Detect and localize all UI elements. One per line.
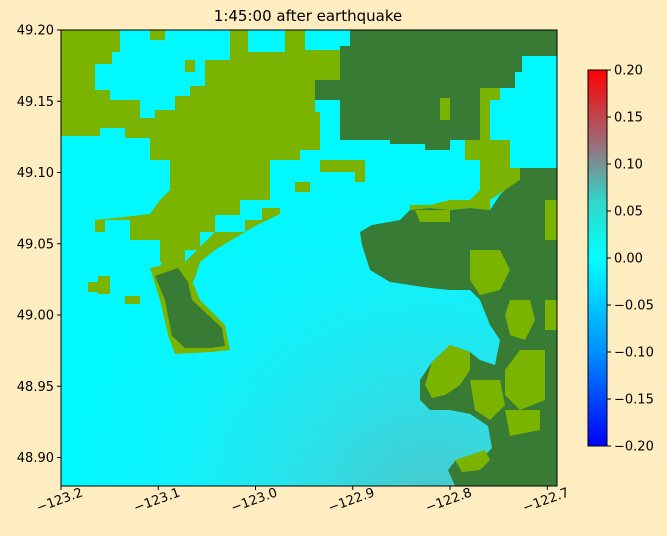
colorbar-tick-label: 0.20 [614, 64, 643, 79]
plot-frame [60, 29, 558, 487]
y-tick-label: 49.05 [17, 237, 54, 252]
y-axis: 48.90 48.95 49.00 49.05 49.10 49.15 49.20 [17, 24, 61, 466]
y-tick-label: 49.10 [17, 166, 54, 181]
heatmap-panel [61, 30, 557, 486]
colorbar: −0.20 −0.15 −0.10 −0.05 0.00 0.05 0.10 0.15 0.20 [587, 64, 654, 455]
colorbar-ticks: −0.20 −0.15 −0.10 −0.05 0.00 0.05 0.10 0.15 0.20 [607, 64, 654, 455]
y-tick-label: 48.90 [17, 451, 54, 466]
colorbar-gradient [588, 70, 607, 446]
x-tick-label: −123.2 [35, 485, 85, 516]
colorbar-tick-label: 0.05 [614, 205, 643, 220]
x-tick-label: −123.1 [132, 485, 182, 516]
y-tick-label: 49.20 [17, 24, 54, 39]
dry-land-east-fringe [410, 88, 557, 472]
colorbar-tick-label: −0.15 [614, 393, 654, 408]
y-tick-label: 49.00 [17, 309, 54, 324]
colorbar-tick-label: −0.20 [614, 440, 654, 455]
colorbar-tick-label: 0.15 [614, 111, 643, 126]
chart-title: 1:45:00 after earthquake [214, 7, 402, 25]
x-tick-label: −122.9 [326, 485, 376, 516]
point-roberts-peninsula [150, 262, 230, 354]
x-tick-label: −122.8 [424, 485, 474, 516]
x-tick-label: −123.0 [229, 485, 279, 516]
x-tick-label: −122.7 [521, 485, 571, 516]
colorbar-tick-label: −0.05 [614, 299, 654, 314]
x-axis: −123.2 −123.1 −123.0 −122.9 −122.8 −122.7 [35, 485, 572, 516]
colorbar-tick-label: 0.10 [614, 158, 643, 173]
colorbar-tick-label: 0.00 [614, 252, 643, 267]
colorbar-tick-label: −0.10 [614, 346, 654, 361]
y-tick-label: 48.95 [17, 380, 54, 395]
y-tick-label: 49.15 [17, 95, 54, 110]
wet-land-east [315, 30, 557, 486]
